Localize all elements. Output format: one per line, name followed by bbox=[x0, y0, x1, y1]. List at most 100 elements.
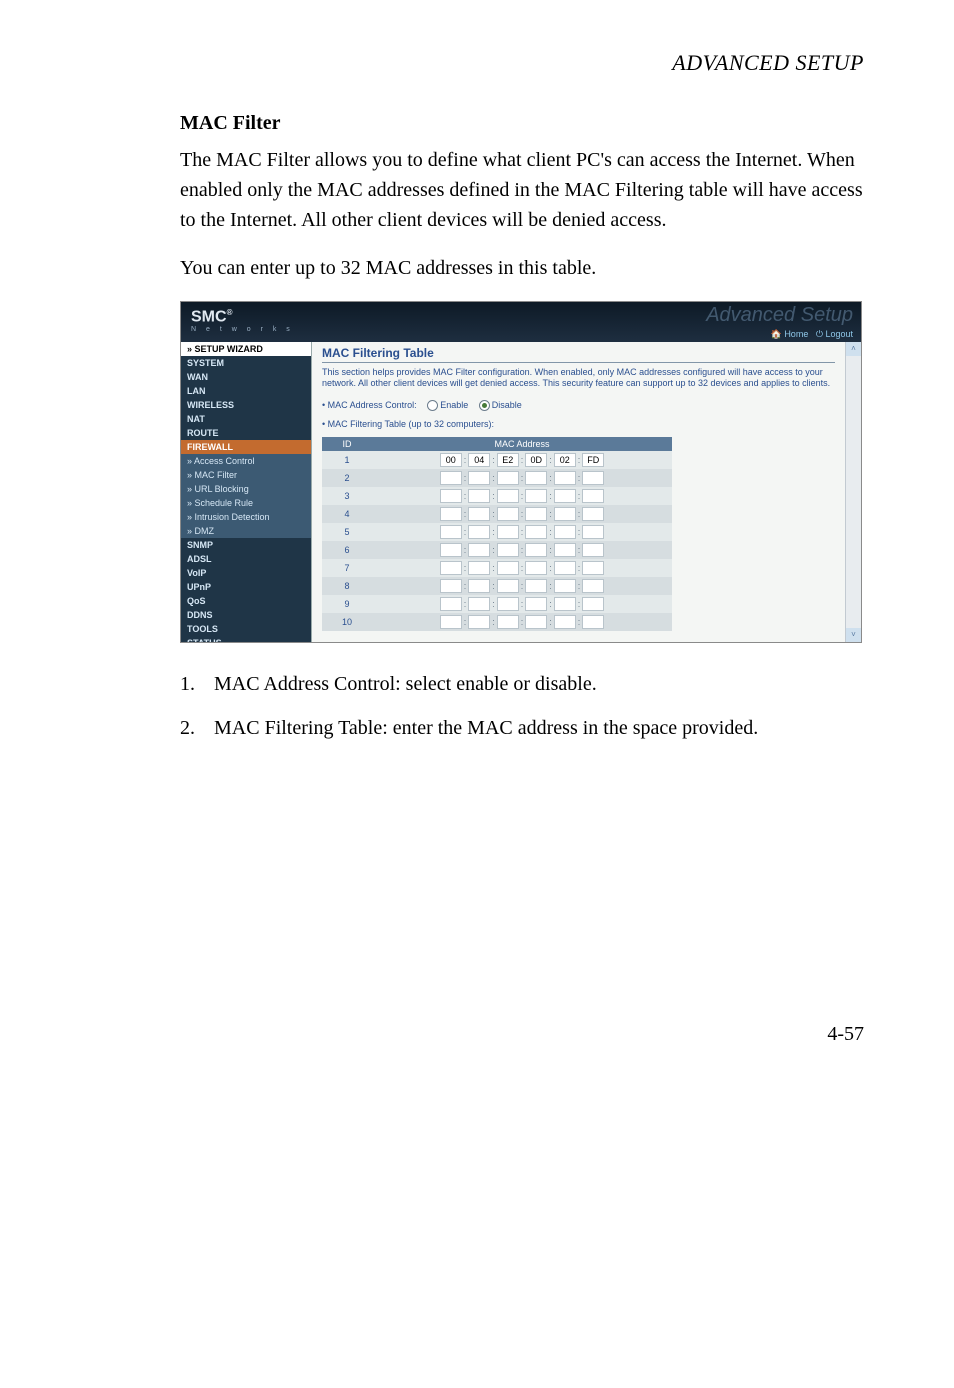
row-id: 6 bbox=[322, 545, 372, 555]
mac-octet-input[interactable] bbox=[554, 543, 576, 557]
mac-octet-input[interactable] bbox=[582, 597, 604, 611]
sidebar-item-qos[interactable]: QoS bbox=[181, 594, 311, 608]
mac-octet-input[interactable] bbox=[468, 597, 490, 611]
mac-octet-input[interactable] bbox=[554, 453, 576, 467]
mac-octet-input[interactable] bbox=[525, 579, 547, 593]
sidebar-item-tools[interactable]: TOOLS bbox=[181, 622, 311, 636]
mac-octet-input[interactable] bbox=[525, 471, 547, 485]
mac-octet-input[interactable] bbox=[468, 561, 490, 575]
mac-octet-input[interactable] bbox=[582, 471, 604, 485]
mac-octet-input[interactable] bbox=[468, 507, 490, 521]
table-row: 5::::: bbox=[322, 523, 672, 541]
sidebar-item-macfilter[interactable]: » MAC Filter bbox=[181, 468, 311, 482]
scroll-up-icon[interactable]: ˄ bbox=[846, 342, 861, 356]
home-link[interactable]: Home bbox=[784, 329, 808, 339]
table-row: 4::::: bbox=[322, 505, 672, 523]
mac-octet-input[interactable] bbox=[582, 525, 604, 539]
sidebar-item-dmz[interactable]: » DMZ bbox=[181, 524, 311, 538]
list-item-1: 1. MAC Address Control: select enable or… bbox=[180, 669, 864, 699]
mac-octet-input[interactable] bbox=[525, 453, 547, 467]
mac-octet-input[interactable] bbox=[440, 525, 462, 539]
mac-octet-input[interactable] bbox=[525, 597, 547, 611]
sidebar-item-system[interactable]: SYSTEM bbox=[181, 356, 311, 370]
mac-octet-input[interactable] bbox=[497, 615, 519, 629]
mac-octet-input[interactable] bbox=[440, 561, 462, 575]
sidebar-item-nat[interactable]: NAT bbox=[181, 412, 311, 426]
sidebar-item-wan[interactable]: WAN bbox=[181, 370, 311, 384]
sidebar-item-firewall[interactable]: FIREWALL bbox=[181, 440, 311, 454]
sidebar-item-ddns[interactable]: DDNS bbox=[181, 608, 311, 622]
disable-radio[interactable] bbox=[479, 400, 490, 411]
mac-octet-input[interactable] bbox=[440, 507, 462, 521]
mac-octet-input[interactable] bbox=[525, 561, 547, 575]
sidebar-item-wireless[interactable]: WIRELESS bbox=[181, 398, 311, 412]
home-icon[interactable]: 🏠 bbox=[771, 329, 785, 339]
scroll-down-icon[interactable]: ˅ bbox=[846, 628, 861, 642]
mac-octet-input[interactable] bbox=[497, 543, 519, 557]
mac-octet-input[interactable] bbox=[497, 471, 519, 485]
mac-octet-input[interactable] bbox=[497, 525, 519, 539]
mac-octet-input[interactable] bbox=[554, 471, 576, 485]
mac-octet-input[interactable] bbox=[440, 579, 462, 593]
sidebar-item-url[interactable]: » URL Blocking bbox=[181, 482, 311, 496]
sidebar-item-voip[interactable]: VoIP bbox=[181, 566, 311, 580]
mac-octet-input[interactable] bbox=[582, 453, 604, 467]
table-row: 9::::: bbox=[322, 595, 672, 613]
mac-octet-input[interactable] bbox=[525, 507, 547, 521]
mac-octet-input[interactable] bbox=[468, 489, 490, 503]
sidebar-item-schedule[interactable]: » Schedule Rule bbox=[181, 496, 311, 510]
mac-octet-input[interactable] bbox=[554, 615, 576, 629]
mac-octet-input[interactable] bbox=[468, 543, 490, 557]
mac-octet-input[interactable] bbox=[554, 597, 576, 611]
mac-octet-input[interactable] bbox=[554, 579, 576, 593]
enable-radio[interactable] bbox=[427, 400, 438, 411]
mac-octet-input[interactable] bbox=[525, 525, 547, 539]
mac-octet-input[interactable] bbox=[497, 453, 519, 467]
scrollbar[interactable]: ˄ ˅ bbox=[845, 342, 861, 642]
mac-octet-input[interactable] bbox=[468, 525, 490, 539]
sidebar-item-lan[interactable]: LAN bbox=[181, 384, 311, 398]
sidebar-item-wizard[interactable]: » SETUP WIZARD bbox=[181, 342, 311, 356]
mac-octet-input[interactable] bbox=[554, 507, 576, 521]
mac-octet-input[interactable] bbox=[440, 615, 462, 629]
sidebar-item-snmp[interactable]: SNMP bbox=[181, 538, 311, 552]
sidebar-item-adsl[interactable]: ADSL bbox=[181, 552, 311, 566]
mac-octet-input[interactable] bbox=[440, 453, 462, 467]
table-row: 1::::: bbox=[322, 451, 672, 469]
list-body-2: MAC Filtering Table: enter the MAC addre… bbox=[214, 713, 864, 743]
mac-octet-input[interactable] bbox=[582, 489, 604, 503]
sidebar-item-intrusion[interactable]: » Intrusion Detection bbox=[181, 510, 311, 524]
logout-link[interactable]: Logout bbox=[825, 329, 853, 339]
mac-octet-input[interactable] bbox=[440, 543, 462, 557]
mac-octet-input[interactable] bbox=[497, 597, 519, 611]
mac-octet-input[interactable] bbox=[582, 543, 604, 557]
row-id: 2 bbox=[322, 473, 372, 483]
mac-octet-input[interactable] bbox=[582, 507, 604, 521]
mac-octet-input[interactable] bbox=[582, 579, 604, 593]
mac-octet-input[interactable] bbox=[554, 489, 576, 503]
mac-octet-input[interactable] bbox=[468, 471, 490, 485]
mac-octet-input[interactable] bbox=[582, 561, 604, 575]
mac-octet-input[interactable] bbox=[497, 507, 519, 521]
mac-octet-input[interactable] bbox=[440, 597, 462, 611]
mac-octet-input[interactable] bbox=[554, 525, 576, 539]
mac-octet-input[interactable] bbox=[497, 561, 519, 575]
sidebar-item-access[interactable]: » Access Control bbox=[181, 454, 311, 468]
section-title: MAC Filter bbox=[180, 112, 864, 135]
mac-octet-input[interactable] bbox=[468, 579, 490, 593]
mac-octet-input[interactable] bbox=[525, 615, 547, 629]
paragraph-1: The MAC Filter allows you to define what… bbox=[180, 145, 864, 235]
mac-octet-input[interactable] bbox=[582, 615, 604, 629]
mac-octet-input[interactable] bbox=[525, 489, 547, 503]
mac-octet-input[interactable] bbox=[525, 543, 547, 557]
mac-octet-input[interactable] bbox=[554, 561, 576, 575]
mac-octet-input[interactable] bbox=[497, 579, 519, 593]
mac-octet-input[interactable] bbox=[468, 453, 490, 467]
mac-octet-input[interactable] bbox=[440, 489, 462, 503]
sidebar-item-route[interactable]: ROUTE bbox=[181, 426, 311, 440]
sidebar-item-upnp[interactable]: UPnP bbox=[181, 580, 311, 594]
mac-octet-input[interactable] bbox=[468, 615, 490, 629]
sidebar-item-status[interactable]: STATUS bbox=[181, 636, 311, 642]
mac-octet-input[interactable] bbox=[497, 489, 519, 503]
mac-octet-input[interactable] bbox=[440, 471, 462, 485]
